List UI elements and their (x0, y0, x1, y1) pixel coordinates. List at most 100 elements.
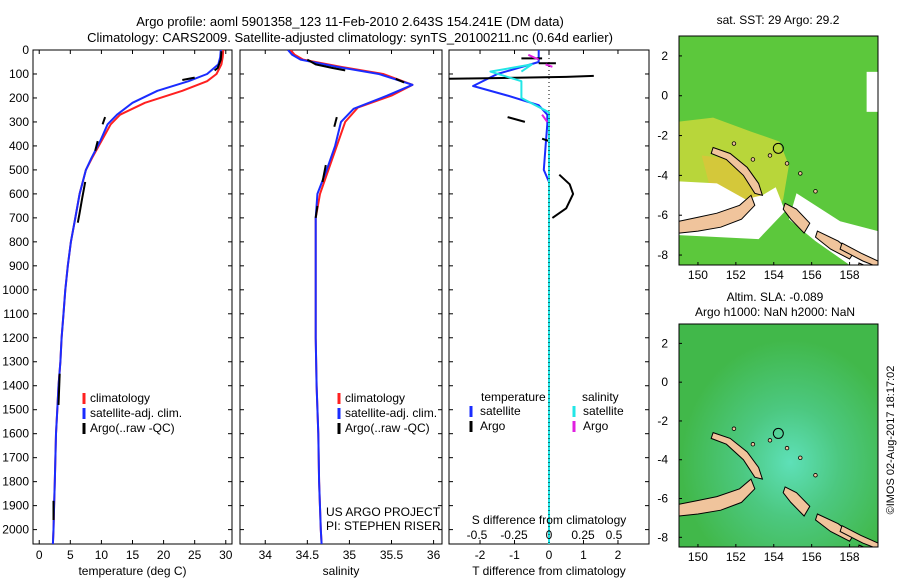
series-line-s-argo (545, 63, 553, 68)
map-y-tick-label: -6 (657, 208, 668, 222)
series-line-argo (333, 116, 338, 127)
map-panel-0 (679, 36, 878, 265)
x-tick-label: 34.5 (296, 548, 320, 562)
small-island (813, 189, 818, 194)
y-tick-label: 400 (9, 139, 29, 153)
salinity-legend-label: climatology (345, 391, 405, 405)
small-island (798, 455, 803, 460)
series-line-argo (306, 58, 346, 72)
map-x-tick-label: 152 (726, 550, 746, 564)
argo-float-marker (772, 427, 784, 439)
series-line-t-argo (551, 173, 575, 219)
x-tick-label: 0 (36, 548, 43, 562)
series-line-s-argo (527, 53, 540, 61)
y-tick-label: 200 (9, 91, 29, 105)
island-landmass (814, 230, 855, 260)
island-landmass (782, 486, 811, 517)
island-landmass (679, 194, 756, 234)
sla-map-subtitle: Argo h1000: NaN h2000: NaN (695, 305, 855, 319)
credit-line-2: PI: STEPHEN RISER (326, 519, 441, 533)
series-line-s-argo (541, 114, 549, 123)
map-x-tick-label: 150 (688, 550, 708, 564)
x-axis-label: T difference from climatology (472, 564, 626, 578)
y-tick-label: 600 (9, 187, 29, 201)
x2-tick-label: 0 (546, 528, 553, 542)
temperature-legend-label: satellite-adj. clim. (90, 406, 182, 420)
small-island (731, 141, 737, 146)
y-tick-label: 300 (9, 115, 29, 129)
x2-axis-label: S difference from climatology (472, 513, 627, 527)
series-group-2 (449, 50, 594, 544)
small-island (784, 161, 790, 166)
map-y-tick-label: -4 (657, 168, 668, 182)
y-tick-label: 1400 (2, 379, 29, 393)
map-y-tick-label: 2 (661, 49, 668, 63)
series-line-argo (101, 116, 107, 125)
y-tick-label: 900 (9, 259, 29, 273)
y-tick-label: 500 (9, 163, 29, 177)
island-landmass (782, 202, 811, 234)
map-x-tick-label: 152 (726, 268, 746, 282)
copyright-stamp: ©IMOS 02-Aug-2017 18:17:02 (885, 366, 897, 515)
diff-legend-label: Argo (583, 419, 609, 433)
map-y-tick-label: -2 (657, 414, 668, 428)
small-island (750, 157, 756, 162)
temperature-legend-label: climatology (90, 391, 150, 405)
map-y-tick-label: -8 (657, 530, 668, 544)
small-island (798, 171, 803, 176)
small-island (731, 426, 737, 431)
y-tick-label: 100 (9, 67, 29, 81)
island-landmass (839, 524, 878, 547)
series-line-argo (94, 140, 99, 151)
sst-map-title: sat. SST: 29 Argo: 29.2 (717, 13, 840, 27)
x-tick-label: 34 (259, 548, 273, 562)
y-tick-label: 1200 (2, 331, 29, 345)
salinity-legend-label: satellite-adj. clim. (345, 406, 437, 420)
x-tick-label: -2 (475, 548, 486, 562)
figure-title-line2: Climatology: CARS2009. Satellite-adjuste… (87, 30, 613, 45)
x-tick-label: 1 (580, 548, 587, 562)
small-island (813, 473, 818, 478)
island-landmass (710, 431, 764, 480)
series-line-argo (182, 76, 195, 81)
diff-legend-heading-temperature: temperature (481, 390, 546, 404)
map-x-tick-label: 156 (802, 268, 822, 282)
series-line-argo (213, 51, 223, 72)
y-tick-label: 1600 (2, 427, 29, 441)
series-line-argo (321, 164, 327, 183)
map-panel-1 (679, 324, 878, 547)
diff-legend-heading-salinity: salinity (582, 390, 619, 404)
salinity-legend-label: Argo(..raw -QC) (345, 421, 430, 435)
series-line-argo (395, 77, 405, 84)
plot-frame-0 (32, 49, 233, 545)
island-landmass (839, 242, 878, 265)
diff-legend-label: satellite (480, 404, 521, 418)
x-axis-label: temperature (deg C) (78, 564, 186, 578)
x2-tick-label: -0.25 (500, 528, 528, 542)
series-group-0 (51, 50, 225, 544)
x-tick-label: 25 (188, 548, 202, 562)
small-island (784, 445, 790, 451)
map-x-tick-label: 158 (840, 550, 860, 564)
map-frame (678, 323, 879, 548)
x-tick-label: 35 (343, 548, 357, 562)
temperature-legend-label: Argo(..raw -QC) (90, 421, 175, 435)
x-tick-label: 30 (219, 548, 233, 562)
small-island (767, 153, 773, 158)
map-x-tick-label: 156 (802, 550, 822, 564)
sla-map-title: Altim. SLA: -0.089 (727, 290, 824, 304)
diff-legend-label: satellite (583, 404, 624, 418)
x-tick-label: 36 (427, 548, 441, 562)
x2-tick-label: -0.5 (467, 528, 488, 542)
map-y-tick-label: 0 (661, 89, 668, 103)
map-y-tick-label: 0 (661, 375, 668, 389)
argo-float-marker (772, 142, 784, 154)
y-tick-label: 1300 (2, 355, 29, 369)
x-tick-label: 15 (126, 548, 140, 562)
y-tick-label: 1800 (2, 475, 29, 489)
small-island (767, 438, 773, 443)
x2-tick-label: 0.5 (606, 528, 623, 542)
small-island (750, 442, 756, 447)
y-tick-label: 1000 (2, 283, 29, 297)
x-tick-label: 10 (95, 548, 109, 562)
